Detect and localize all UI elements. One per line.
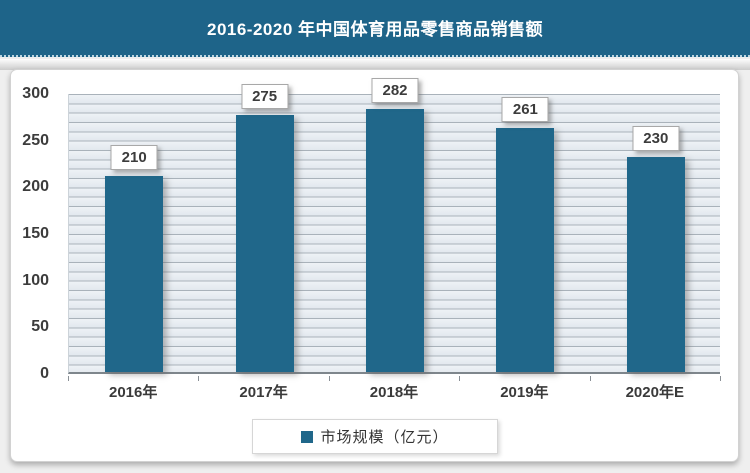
bar-2016年 <box>105 176 164 372</box>
y-axis-tick-label: 100 <box>22 271 49 289</box>
legend-label: 市场规模（亿元） <box>320 429 449 446</box>
x-axis-tick-label: 2017年 <box>239 384 288 401</box>
y-axis-tick-label: 300 <box>22 85 49 102</box>
axis-tick-mark <box>328 376 330 381</box>
x-axis-tick-label: 2016年 <box>109 384 158 401</box>
bar-value-label: 275 <box>241 84 289 110</box>
x-axis-tick-label: 2020年E <box>625 384 684 401</box>
y-axis-tick-label: 50 <box>31 318 49 336</box>
axis-tick-mark <box>198 376 200 381</box>
bar-value-label: 261 <box>501 97 549 123</box>
legend: 市场规模（亿元） <box>251 419 498 454</box>
chart-title-bar: 2016-2020 年中国体育用品零售商品销售额 <box>0 0 750 57</box>
x-axis-tick-label: 2018年 <box>369 384 419 401</box>
x-axis-tick-label: 2019年 <box>500 384 549 401</box>
chart-card: 0 50 100 150 200 250 300 210 275 282 261 230 2016年… <box>10 69 739 462</box>
bar-2017年 <box>235 115 294 372</box>
axis-tick-mark <box>459 376 461 381</box>
bar-2018年 <box>366 108 424 372</box>
bar-value-label: 230 <box>632 126 680 152</box>
bar-2020年E <box>626 157 685 372</box>
y-axis-tick-label: 200 <box>22 178 49 196</box>
axis-tick-mark <box>68 376 69 381</box>
y-axis-labels: 0 50 100 150 200 250 300 <box>11 85 49 382</box>
bar-value-label: 282 <box>371 77 419 103</box>
axis-tick-mark <box>720 376 721 381</box>
y-axis-tick-label: 0 <box>40 365 49 382</box>
axis-tick-mark <box>589 376 591 381</box>
y-axis-tick-label: 150 <box>22 225 49 242</box>
bar-2019年 <box>496 128 555 372</box>
header-divider <box>0 59 750 70</box>
x-axis-ticks <box>68 376 721 381</box>
chart-title: 2016-2020 年中国体育用品零售商品销售额 <box>206 20 544 39</box>
y-axis-tick-label: 250 <box>22 131 49 149</box>
legend-square-icon <box>300 430 313 443</box>
x-axis-labels: 2016年 2017年 2018年 2019年 2020年E <box>68 382 720 404</box>
plot-area: 210 275 282 261 230 <box>68 77 720 374</box>
bar-value-label: 210 <box>110 145 158 170</box>
